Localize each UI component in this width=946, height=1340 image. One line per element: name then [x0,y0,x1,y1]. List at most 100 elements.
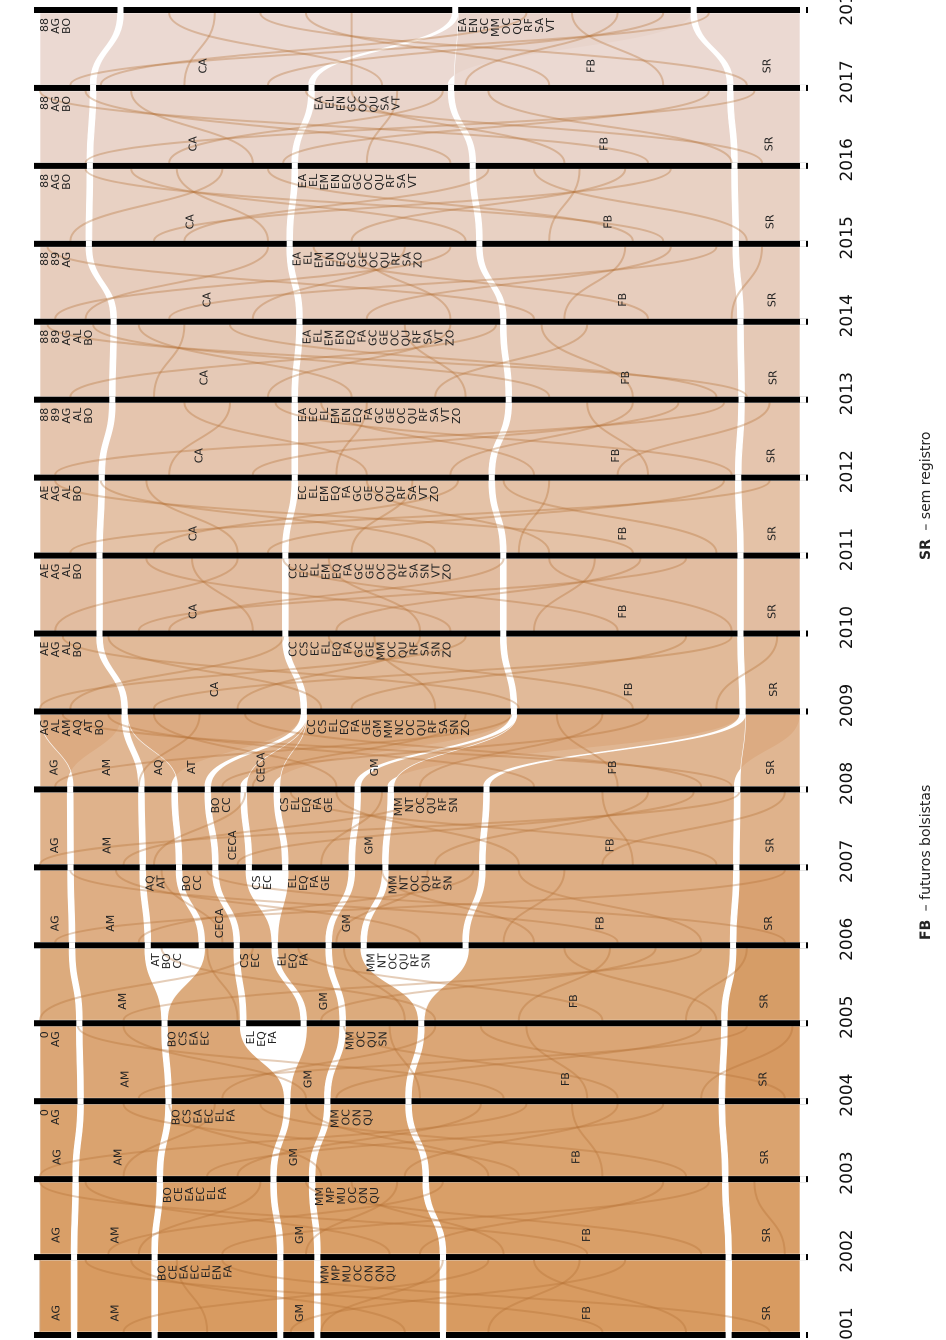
flow-strand [69,324,497,398]
flow-band [289,1025,340,1099]
node-gap [800,162,806,169]
node-label: SN [420,953,433,968]
node-label: ZO [412,251,425,268]
year-axis [34,942,808,949]
node-gap [800,1332,806,1338]
node-label: VT [406,174,419,189]
node-label: AM [101,837,114,854]
node-gap [286,240,293,247]
node-label: OC [500,18,513,35]
node-label: RF [409,953,422,967]
node-gap [725,1332,732,1338]
node-label: EC [308,641,321,656]
year-axes [34,7,808,1338]
flow-strand [206,1103,665,1177]
node-gap [96,552,103,559]
node-label: GE [363,564,376,580]
node-label: RF [410,330,423,344]
flow-strand [221,714,649,787]
node-label: OC [373,485,386,502]
node-label: 89 [49,252,62,266]
flow-strand [122,792,429,865]
flow-strand [168,90,444,164]
flow-band [104,402,293,475]
node-label: MM [318,1265,331,1284]
node-gap [85,240,92,247]
node-gap [339,1020,346,1027]
node-label: NC [393,719,406,735]
flow-strand [403,1103,619,1177]
node-gap [72,1176,79,1183]
node-label: EM [318,486,331,502]
node-label: FA [341,641,354,654]
node-label: FA [362,407,375,420]
node-label: VT [390,96,403,111]
node-gap [731,162,738,169]
node-gap [171,786,178,793]
node-label: GM [363,836,376,854]
node-label: CECA [226,830,239,860]
flow-strand [39,791,741,865]
flow-strand [517,948,611,1021]
legend: FB – futuros bolsistas SR – sem registro [918,432,934,940]
flow-band [453,12,728,86]
node-gap [139,864,146,871]
node-label: FB [603,838,616,852]
flow-strand [320,792,383,865]
node-label: OC [339,1109,352,1126]
node-gap [71,1332,78,1338]
node-label: SR [766,604,779,619]
node-label: GM [293,1304,306,1322]
node-gap [296,318,303,325]
node-label: EL [324,95,337,109]
year-label: 2009 [837,684,857,727]
flow-strand [350,168,627,242]
node-label: FB [598,137,611,151]
node-label: FB [580,1306,593,1320]
node-label: EN [329,174,342,189]
node-gap [176,864,183,871]
node-label: SA [395,173,408,188]
flow-band [39,1259,72,1333]
node-gap [725,1254,732,1261]
flow-strand [84,168,665,242]
node-label: CA [192,448,205,464]
node-label: ON [357,1187,370,1204]
flow-band [127,714,302,787]
flow-strand [130,90,254,164]
node-gap [240,1020,247,1027]
flow-strand [168,12,383,86]
node-label: MP [324,1187,337,1203]
node-gap [233,942,240,949]
year-axis [34,786,808,793]
flow-strand [236,792,695,865]
node-gap [800,552,806,559]
node-label: ZO [459,719,472,736]
node-label: 88 [38,18,51,32]
node-label: SR [758,1149,771,1164]
node-label: EC [261,875,274,890]
flow-band [292,246,501,320]
node-gap [730,942,737,949]
node-label: EN [467,18,480,33]
node-label: 88 [38,330,51,344]
node-label: MM [489,18,502,37]
flow-strand [153,168,672,242]
flow-strand [533,558,596,631]
flow-strand [305,90,763,164]
node-label: RF [396,564,409,578]
node-gap [96,630,103,637]
node-label: FB [616,293,629,307]
flow-band [330,1025,419,1099]
node-label: EA [456,18,469,33]
node-gap [161,1020,168,1027]
flow-band [39,870,70,943]
node-label: AQ [71,719,84,735]
flow-strand [365,90,399,163]
node-label: FB [616,605,629,619]
flow-strand [730,246,763,319]
flow-strand [487,90,733,164]
year-axis [34,1176,808,1183]
flow-strand [160,948,437,1021]
